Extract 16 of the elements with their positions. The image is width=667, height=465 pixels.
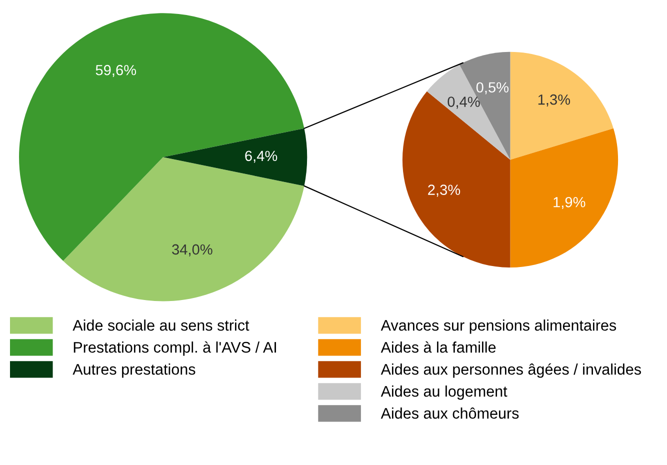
data-label: 1,9%: [554, 196, 586, 210]
data-label: 2,3%: [428, 184, 460, 197]
legend-label: Aides au logement: [380, 386, 508, 400]
data-label: 59,6%: [96, 64, 136, 77]
legend-label: Autres prestations: [72, 364, 196, 378]
data-label: 34,0%: [172, 244, 212, 256]
legend-label: Aides à la famille: [380, 341, 496, 353]
legend-label: Aides aux personnes âgées / invalides: [380, 363, 641, 378]
legend-label: Aide sociale au sens strict: [72, 320, 250, 331]
data-label: 0,4%: [448, 96, 480, 109]
data-label: 0,5%: [476, 82, 509, 94]
legend-label: Aides aux chômeurs: [380, 407, 519, 419]
data-label: 1,3%: [538, 94, 570, 106]
legend-label: Avances sur pensions alimentaires: [380, 320, 616, 334]
data-label: 6,4%: [245, 150, 278, 163]
legend-label: Prestations compl. à l'AVS / AI: [74, 341, 276, 356]
